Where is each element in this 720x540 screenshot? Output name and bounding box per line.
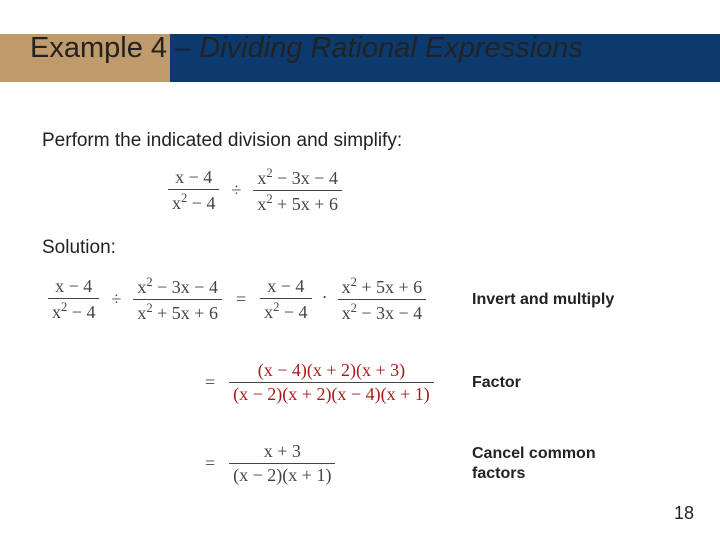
slide: Example 4 – Dividing Rational Expression… [0,0,720,540]
equals-sign: = [205,453,215,474]
step-3-math: = x + 3 (x − 2)(x + 1) [42,441,472,486]
main-expression: x − 4 x2 − 4 ÷ x2 − 3x − 4 x2 + 5x + 6 [162,166,690,215]
divide-op: ÷ [111,289,121,310]
step-2: = (x − 4)(x + 2)(x + 3) (x − 2)(x + 2)(x… [42,360,690,405]
s1-rhs-left: x − 4x2 − 4 [260,276,311,323]
frac-den: x2 − 4 [168,191,219,214]
slide-body: Perform the indicated division and simpl… [42,130,690,522]
s1-rhs-right: x2 + 5x + 6x2 − 3x − 4 [338,275,427,324]
step-2-math: = (x − 4)(x + 2)(x + 3) (x − 2)(x + 2)(x… [42,360,472,405]
slide-title: Example 4 – Dividing Rational Expression… [30,32,583,65]
step-1: x − 4x2 − 4 ÷ x2 − 3x − 4x2 + 5x + 6 = x… [42,275,690,324]
frac-den: x2 + 5x + 6 [253,192,342,215]
step-3: = x + 3 (x − 2)(x + 1) Cancel common fac… [42,441,690,486]
s1-lhs-left: x − 4x2 − 4 [48,276,99,323]
solution-label: Solution: [42,237,690,259]
title-prefix: Example 4 – [30,32,199,64]
s3-num: x + 3 [260,441,305,462]
main-left-frac: x − 4 x2 − 4 [168,167,219,214]
s2-num: (x − 4)(x + 2)(x + 3) [254,360,409,381]
equals-sign: = [205,372,215,393]
step-3-annotation: Cancel common factors [472,444,642,484]
title-italic: Dividing Rational Expressions [199,32,583,64]
s1-lhs-right: x2 − 3x − 4x2 + 5x + 6 [133,275,222,324]
main-right-frac: x2 − 3x − 4 x2 + 5x + 6 [253,166,342,215]
frac-num: x2 − 3x − 4 [253,166,342,189]
frac-num: x − 4 [171,167,216,188]
s2-den: (x − 2)(x + 2)(x − 4)(x + 1) [229,384,434,405]
frac-bar [253,190,342,191]
frac-bar [168,189,219,190]
divide-op: ÷ [231,180,241,201]
page-number: 18 [674,503,694,524]
prompt-text: Perform the indicated division and simpl… [42,130,690,152]
s3-den: (x − 2)(x + 1) [229,465,335,486]
s3-rhs: x + 3 (x − 2)(x + 1) [229,441,335,486]
step-1-annotation: Invert and multiply [472,290,614,310]
multiply-dot: · [322,287,328,308]
equals-sign: = [236,289,246,310]
s2-rhs: (x − 4)(x + 2)(x + 3) (x − 2)(x + 2)(x −… [229,360,434,405]
step-2-annotation: Factor [472,373,521,393]
step-1-math: x − 4x2 − 4 ÷ x2 − 3x − 4x2 + 5x + 6 = x… [42,275,472,324]
